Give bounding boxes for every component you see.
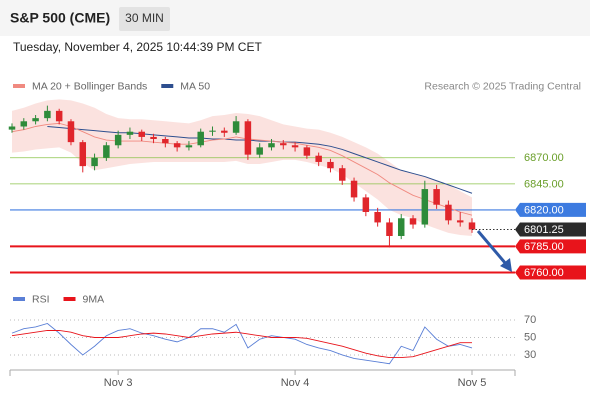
candle-body	[8, 126, 16, 130]
candle-body	[374, 212, 381, 223]
legend-label: MA 20 + Bollinger Bands	[32, 80, 147, 92]
candle-body	[303, 147, 311, 156]
rsi-tick-label: 70	[524, 314, 536, 326]
candle-body	[386, 222, 393, 236]
plot: MA 20 + Bollinger Bands MA 50 Research © 2…	[8, 80, 586, 389]
candle-body	[445, 204, 452, 221]
candle-body	[197, 131, 204, 146]
candle-body	[20, 121, 28, 127]
forecast-arrow	[476, 230, 508, 265]
candle-body	[79, 142, 87, 167]
candle-body	[232, 121, 240, 133]
credit: Research © 2025 Trading Central	[424, 80, 581, 92]
last-price-tag	[515, 222, 586, 237]
legend-label: 9MA	[83, 293, 105, 305]
candle-body	[55, 110, 63, 122]
rsi-tick-label: 50	[524, 331, 536, 343]
legend-swatch	[13, 297, 25, 301]
level-tag	[515, 202, 586, 217]
candle-body	[409, 218, 417, 225]
candle-body	[162, 139, 169, 144]
interval-box[interactable]	[119, 7, 170, 31]
candle-body	[91, 157, 98, 167]
interval[interactable]: 30 MIN	[125, 11, 164, 25]
candle-body	[268, 143, 275, 148]
candle-body	[468, 222, 476, 230]
last-price-label: 6801.25	[524, 224, 564, 236]
level-label: 6845.00	[524, 178, 564, 190]
candle-body	[362, 197, 370, 213]
candle-body	[126, 131, 134, 135]
candle-body	[209, 130, 216, 132]
rsi-tick-label: 30	[524, 349, 536, 361]
level-label: 6785.00	[524, 241, 564, 253]
candle-body	[291, 145, 299, 148]
candle-body	[244, 121, 252, 155]
candle-body	[173, 143, 181, 148]
level-label: 6870.00	[524, 152, 564, 164]
candle-body	[433, 189, 440, 205]
legend-label: RSI	[32, 293, 50, 305]
legend-swatch	[13, 84, 25, 88]
title: S&P 500 (CME)	[10, 10, 110, 26]
candle-body	[138, 131, 145, 137]
candle-body	[327, 161, 334, 169]
candle-body	[350, 180, 358, 198]
candle-body	[32, 118, 39, 122]
legend-label: MA 50	[180, 80, 210, 92]
candle-body	[339, 168, 346, 181]
candle-body	[397, 218, 405, 236]
level-label: 6760.00	[524, 267, 564, 279]
level-tag	[515, 239, 586, 254]
candle-body	[280, 143, 287, 146]
candle-body	[103, 145, 110, 158]
x-tick-label: Nov 5	[458, 377, 487, 389]
level-tag	[515, 265, 586, 280]
legend-swatch	[63, 297, 76, 301]
forecast-arrowhead	[500, 258, 512, 272]
candle-body	[67, 121, 75, 143]
candle-body	[456, 220, 464, 223]
header-bar	[0, 0, 590, 36]
legend-swatch	[161, 84, 174, 88]
candle-body	[44, 110, 51, 119]
candle-body	[114, 134, 122, 146]
ma20-line	[11, 122, 473, 216]
rsi-line	[11, 322, 473, 365]
datetime: Tuesday, November 4, 2025 10:44:39 PM CE…	[13, 40, 262, 54]
candle-body	[421, 189, 429, 225]
x-tick-label: Nov 4	[281, 377, 310, 389]
candle-body	[185, 145, 193, 148]
rsi-ma-line	[11, 330, 472, 359]
candle-body	[315, 155, 322, 162]
level-label: 6820.00	[524, 204, 564, 216]
candle-body	[256, 147, 263, 155]
candle-body	[221, 130, 228, 133]
candle-body	[150, 136, 157, 140]
x-tick-label: Nov 3	[104, 377, 133, 389]
